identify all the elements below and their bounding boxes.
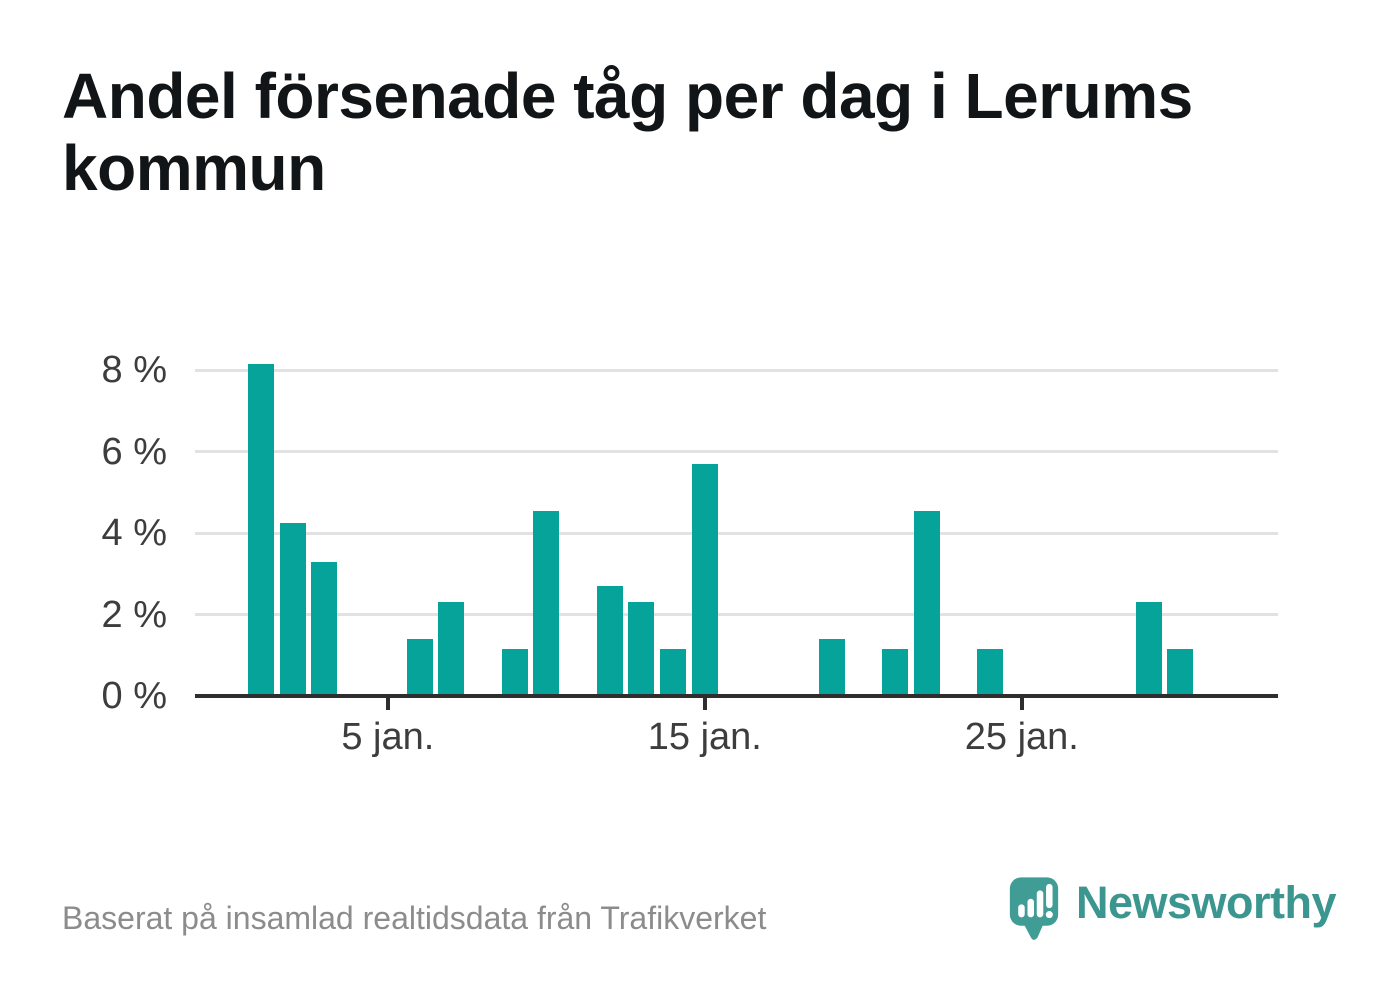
bar-jan-7	[438, 602, 465, 696]
x-axis-tick	[702, 698, 707, 710]
y-axis-label: 0 %	[101, 675, 167, 717]
bar-jan-24	[977, 649, 1004, 696]
bar-jan-19	[818, 639, 845, 696]
gridline-4pct	[195, 531, 1278, 535]
bar-jan-22	[913, 510, 940, 696]
bar-jan-15	[691, 464, 718, 696]
y-axis-label: 6 %	[101, 430, 167, 473]
bar-jan-10	[533, 510, 560, 696]
bar-jan-9	[501, 649, 528, 696]
y-axis-label: 8 %	[101, 349, 167, 392]
gridline-8pct	[195, 368, 1278, 372]
bar-jan-2	[279, 523, 306, 696]
chart-title: Andel försenade tåg per dag i Lerums kom…	[62, 60, 1193, 204]
newsworthy-speech-bubble-bar-chart-icon	[1009, 877, 1059, 940]
x-axis-tick	[385, 698, 390, 710]
bar-jan-30	[1167, 649, 1194, 696]
y-axis-label: 4 %	[101, 512, 167, 555]
brand-name: Newsworthy	[1076, 876, 1337, 928]
gridline-2pct	[195, 613, 1278, 617]
y-axis-label: 2 %	[101, 593, 167, 636]
bar-jan-3	[311, 561, 338, 696]
x-axis-tick	[1019, 698, 1024, 710]
bar-jan-21	[882, 649, 908, 696]
bar-jan-12	[596, 586, 623, 696]
bar-jan-1	[248, 364, 274, 696]
x-axis-label: 25 jan.	[964, 716, 1079, 758]
x-axis-label: 5 jan.	[341, 716, 435, 758]
newsworthy-brand: Newsworthy	[1008, 874, 1337, 944]
source-note: Baserat på insamlad realtidsdata från Tr…	[62, 900, 767, 936]
bar-jan-29	[1135, 602, 1162, 696]
bar-jan-6	[406, 639, 433, 696]
x-axis-line	[195, 694, 1278, 698]
bar-jan-14	[660, 649, 687, 696]
x-axis-label: 15 jan.	[647, 716, 762, 758]
bar-jan-13	[628, 602, 655, 696]
gridline-6pct	[195, 450, 1278, 454]
